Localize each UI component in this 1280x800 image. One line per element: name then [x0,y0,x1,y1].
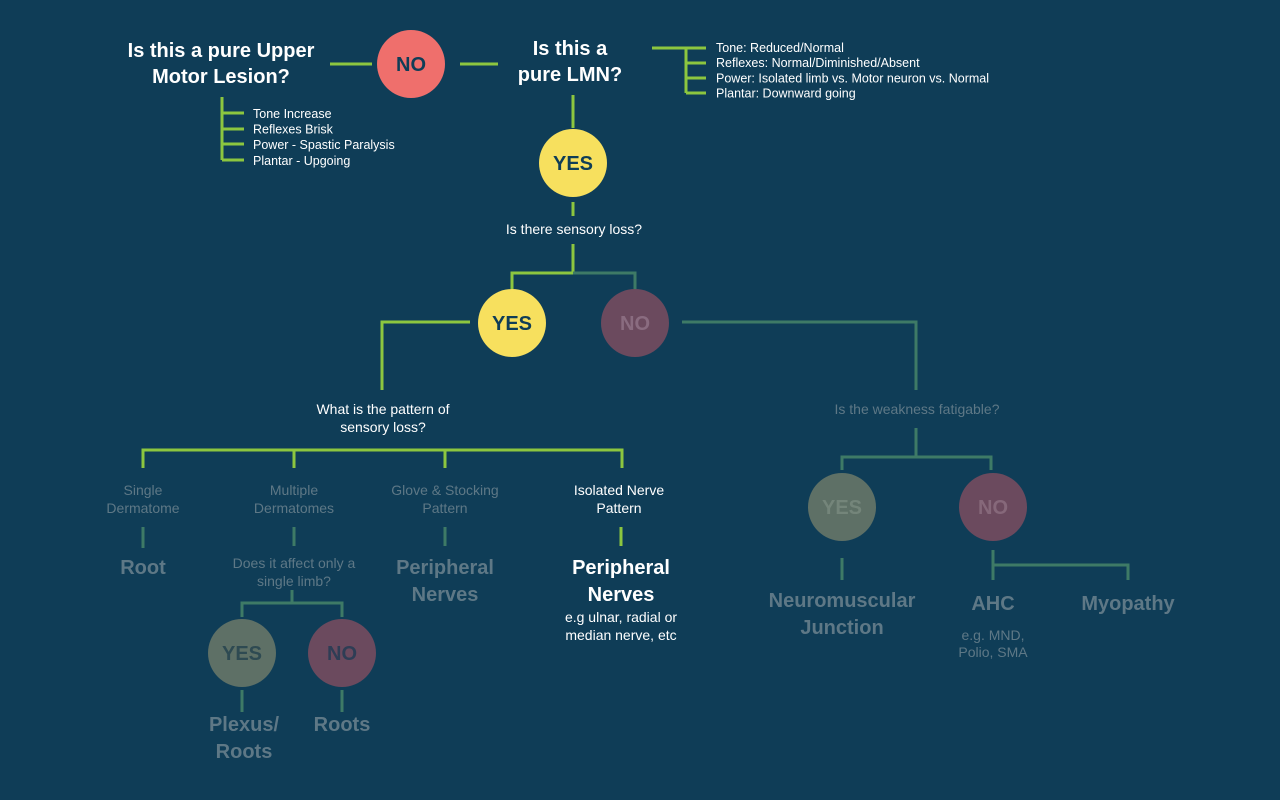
option-multiple-dermatomes: Multiple [270,482,318,498]
sensory-no-node-label: NO [620,313,650,335]
fatigue-question: Is the weakness fatigable? [835,401,1000,417]
result-peripheral-nerves-isolated: Peripheral [572,557,670,579]
sensory-yes-node-label: YES [492,313,532,335]
fatigue-to-yes-line [840,428,918,470]
single-limb-question: Does it affect only a [233,555,356,571]
lmn-question: Is this a [533,38,608,60]
fatigue-yes-node [808,473,876,541]
umn-feature: Tone Increase [253,107,332,121]
result-peripheral-nerves-glove: Nerves [412,584,479,606]
result-peripheral-nerves-isolated: Nerves [588,584,655,606]
result-ahc: AHC [971,593,1014,615]
umn-feature: Power - Spastic Paralysis [253,138,395,152]
fatigue-to-no-line [916,455,993,470]
limb-to-yes-line [240,590,294,617]
sensory-no-node [601,289,669,357]
decision-nodes: NO YES YES NO YES NO YES NO [208,30,1027,687]
ahc-note: Polio, SMA [958,644,1028,660]
no-to-fatigue-line [682,320,918,390]
umn-feature: Reflexes Brisk [253,123,334,137]
result-plexus-roots: Roots [216,741,273,763]
lmn-yes-node-label: YES [553,153,593,175]
fatigue-yes-node-label: YES [822,497,862,519]
sensory-to-no-line [573,271,637,289]
result-neuromuscular-junction: Neuromuscular [769,590,916,612]
result-myopathy: Myopathy [1081,593,1175,615]
fatigue-no-node-label: NO [978,497,1008,519]
lmn-feature: Power: Isolated limb vs. Motor neuron vs… [716,71,989,85]
option-glove-stocking: Glove & Stocking [391,482,498,498]
pattern-question: What is the pattern of [316,401,449,417]
result-neuromuscular-junction: Junction [800,617,883,639]
result-peripheral-nerves-glove: Peripheral [396,557,494,579]
result-plexus-roots: Plexus/ [209,714,279,736]
option-isolated-nerve: Isolated Nerve [574,482,664,498]
connector-lines [141,46,1130,712]
result-root: Root [120,557,166,579]
umn-feature: Plantar - Upgoing [253,154,350,168]
lmn-feature: Reflexes: Normal/Diminished/Absent [716,56,920,70]
option-single-dermatome: Single [124,482,163,498]
umn-question: Motor Lesion? [152,66,290,88]
lmn-feature: Plantar: Downward going [716,87,856,101]
ahc-note: e.g. MND, [961,627,1024,643]
result-roots: Roots [314,714,371,736]
no-to-myopathy-line [993,563,1130,580]
sensory-question: Is there sensory loss? [506,221,642,237]
umn-question: Is this a pure Upper [128,40,315,62]
option-glove-stocking: Pattern [422,500,467,516]
option-multiple-dermatomes: Dermatomes [254,500,334,516]
lmn-yes-node [539,129,607,197]
limb-to-no-line [292,601,344,617]
pattern-question: sensory loss? [340,419,426,435]
sensory-to-yes-line [510,244,575,289]
fatigue-no-node [959,473,1027,541]
yes-to-pattern-line [380,320,470,390]
umn-no-node-label: NO [396,54,426,76]
option-isolated-nerve: Pattern [596,500,641,516]
single-limb-yes-node-label: YES [222,643,262,665]
labels: Is this a pure Upper Motor Lesion? Is this… [106,38,1175,763]
lmn-feature: Tone: Reduced/Normal [716,41,844,55]
sensory-yes-node [478,289,546,357]
option-single-dermatome: Dermatome [106,500,179,516]
lmn-question: pure LMN? [518,64,622,86]
isolated-nerve-note: e.g ulnar, radial or [565,609,677,625]
single-limb-question: single limb? [257,573,331,589]
single-limb-yes-node [208,619,276,687]
pattern-bar [141,448,624,468]
single-limb-no-node-label: NO [327,643,357,665]
isolated-nerve-note: median nerve, etc [565,627,676,643]
single-limb-no-node [308,619,376,687]
umn-no-node [377,30,445,98]
